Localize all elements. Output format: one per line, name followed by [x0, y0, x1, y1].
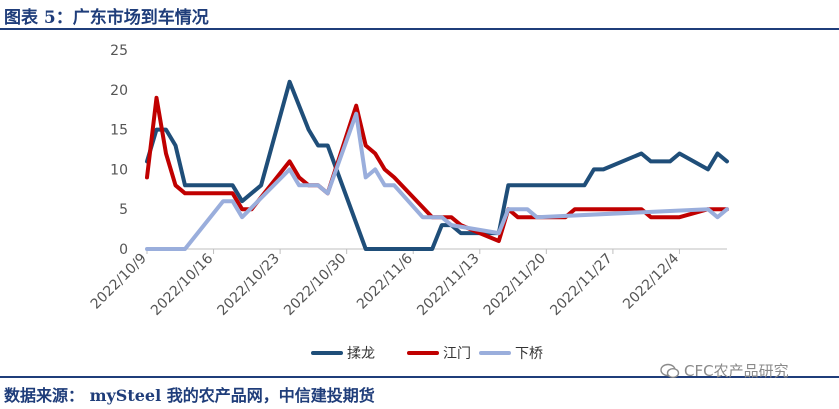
x-tick-label: 2022/11/27 — [547, 251, 615, 319]
legend: 揉龙 江门 下桥 — [311, 346, 543, 362]
wechat-icon — [660, 363, 680, 378]
source-note: 数据来源： mySteel 我的农产品网，中信建投期货 — [4, 386, 375, 405]
watermark: CFC农产品研究 — [660, 360, 789, 381]
x-tick-label: 2022/10/9 — [88, 251, 150, 313]
legend-label-3: 下桥 — [515, 346, 543, 362]
y-tick-label: 15 — [110, 123, 128, 139]
series-line-1 — [145, 79, 729, 251]
y-tick-label: 10 — [110, 162, 128, 178]
source-divider — [0, 376, 839, 378]
y-tick-label: 25 — [110, 43, 128, 59]
x-tick-label: 2022/10/23 — [215, 251, 283, 319]
series-line-3 — [145, 111, 729, 251]
x-tick-label: 2022/11/13 — [414, 251, 482, 319]
series-layer — [145, 79, 729, 251]
x-tick-label: 2022/10/16 — [148, 250, 216, 318]
line-chart: 0 5 10 15 20 25 2022/10/92022/10/162022/10/23… — [88, 43, 729, 362]
y-tick-label: 0 — [119, 242, 128, 258]
watermark-text: CFC农产品研究 — [684, 362, 789, 380]
y-tick-label: 5 — [119, 202, 128, 218]
x-tick-label: 2022/10/30 — [281, 251, 349, 319]
legend-label-1: 揉龙 — [347, 346, 375, 362]
title-divider — [0, 28, 839, 30]
y-axis: 0 5 10 15 20 25 — [110, 43, 128, 258]
x-tick-label: 2022/12/4 — [620, 250, 682, 312]
legend-label-2: 江门 — [443, 346, 471, 362]
y-tick-label: 20 — [110, 83, 128, 99]
x-tick-label: 2022/11/6 — [354, 250, 416, 312]
x-tick-label: 2022/11/20 — [481, 251, 549, 319]
series-line-2 — [145, 95, 729, 243]
figure-title: 图表 5：广东市场到车情况 — [4, 8, 209, 28]
